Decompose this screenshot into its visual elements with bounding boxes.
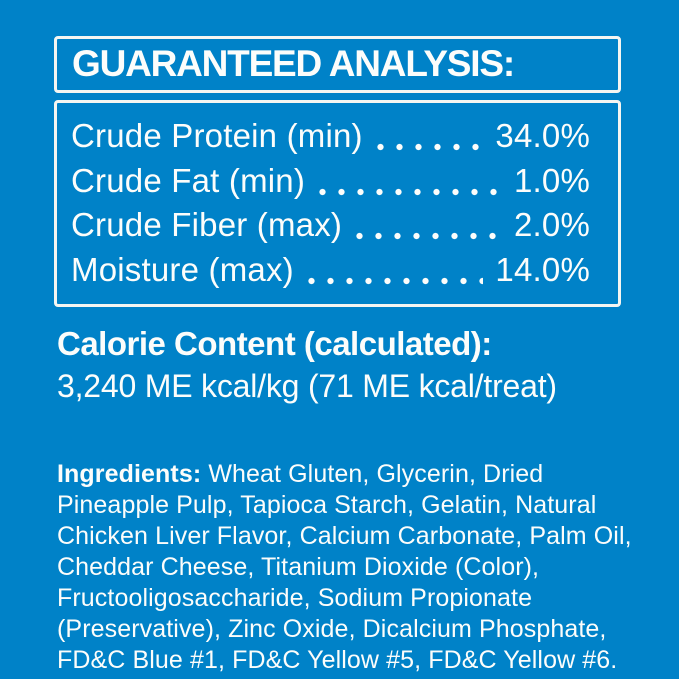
table-row: Crude Fiber (max) 2.0%: [71, 206, 590, 244]
guaranteed-analysis-header-box: GUARANTEED ANALYSIS:: [54, 36, 621, 93]
nutrient-value: 34.0%: [495, 116, 590, 154]
ingredients-list: Wheat Gluten, Glycerin, Dried Pineapple …: [57, 460, 632, 674]
calorie-content-heading: Calorie Content (calculated):: [57, 325, 492, 362]
table-row: Crude Protein (min) 34.0%: [71, 116, 590, 154]
nutrient-label: Crude Fiber (max): [71, 206, 343, 244]
dot-leader: [370, 118, 484, 152]
nutrient-value: 14.0%: [495, 251, 590, 289]
calorie-content-section: Calorie Content (calculated): 3,240 ME k…: [57, 323, 627, 406]
nutrient-label: Crude Fat (min): [71, 161, 306, 199]
dot-leader: [313, 163, 502, 197]
table-row: Crude Fat (min) 1.0%: [71, 161, 590, 199]
ingredients-section: Ingredients: Wheat Gluten, Glycerin, Dri…: [57, 459, 632, 676]
guaranteed-analysis-title: GUARANTEED ANALYSIS:: [72, 42, 515, 84]
nutrient-value: 2.0%: [513, 206, 590, 244]
nutrient-label: Crude Protein (min): [71, 116, 363, 154]
nutrient-value: 1.0%: [513, 161, 590, 199]
calorie-content-value: 3,240 ME kcal/kg (71 ME kcal/treat): [57, 368, 557, 405]
dot-leader: [301, 253, 484, 287]
table-row: Moisture (max) 14.0%: [71, 251, 590, 289]
nutrient-label: Moisture (max): [71, 251, 294, 289]
dot-leader: [350, 208, 502, 242]
analysis-table: Crude Protein (min) 34.0% Crude Fat (min…: [54, 100, 621, 307]
ingredients-heading: Ingredients:: [57, 460, 202, 488]
